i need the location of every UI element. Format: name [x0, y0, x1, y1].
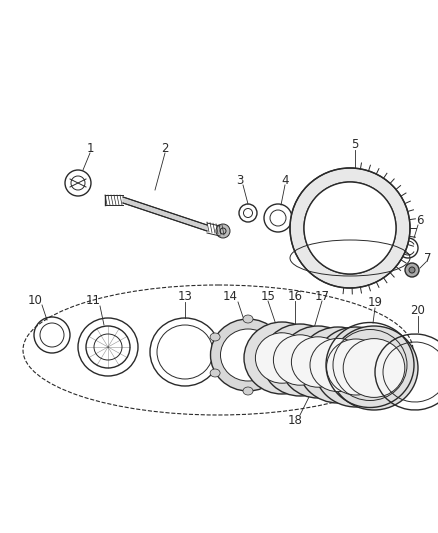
Ellipse shape: [291, 337, 345, 387]
Text: 15: 15: [261, 289, 276, 303]
Ellipse shape: [262, 324, 338, 396]
Text: 6: 6: [416, 214, 424, 227]
Text: 20: 20: [410, 303, 425, 317]
Text: 18: 18: [288, 414, 302, 426]
Ellipse shape: [244, 322, 320, 394]
Circle shape: [290, 168, 410, 288]
Text: 2: 2: [161, 141, 169, 155]
Text: 17: 17: [314, 289, 329, 303]
Text: 19: 19: [367, 295, 382, 309]
Circle shape: [216, 224, 230, 238]
Text: 10: 10: [28, 294, 42, 306]
Ellipse shape: [343, 338, 405, 398]
Ellipse shape: [409, 267, 415, 273]
Text: 5: 5: [351, 139, 359, 151]
Ellipse shape: [298, 327, 378, 403]
Ellipse shape: [243, 387, 253, 395]
Ellipse shape: [327, 339, 385, 395]
Text: 16: 16: [287, 289, 303, 303]
Ellipse shape: [330, 326, 418, 410]
Ellipse shape: [314, 327, 398, 407]
Text: 1: 1: [86, 141, 94, 155]
Ellipse shape: [276, 333, 286, 341]
Ellipse shape: [405, 263, 419, 277]
Ellipse shape: [210, 333, 220, 341]
Circle shape: [304, 182, 396, 274]
Text: 11: 11: [85, 294, 100, 306]
Ellipse shape: [210, 369, 220, 377]
Ellipse shape: [255, 333, 309, 383]
Ellipse shape: [310, 338, 366, 392]
Text: 4: 4: [281, 174, 289, 187]
Text: 3: 3: [237, 174, 244, 187]
Ellipse shape: [276, 369, 286, 377]
Ellipse shape: [273, 335, 327, 385]
Ellipse shape: [211, 319, 286, 391]
Text: 7: 7: [424, 252, 432, 264]
Ellipse shape: [220, 329, 276, 381]
Ellipse shape: [280, 326, 356, 398]
Text: 13: 13: [177, 289, 192, 303]
Polygon shape: [123, 197, 207, 231]
Text: 14: 14: [223, 289, 237, 303]
Ellipse shape: [243, 315, 253, 323]
